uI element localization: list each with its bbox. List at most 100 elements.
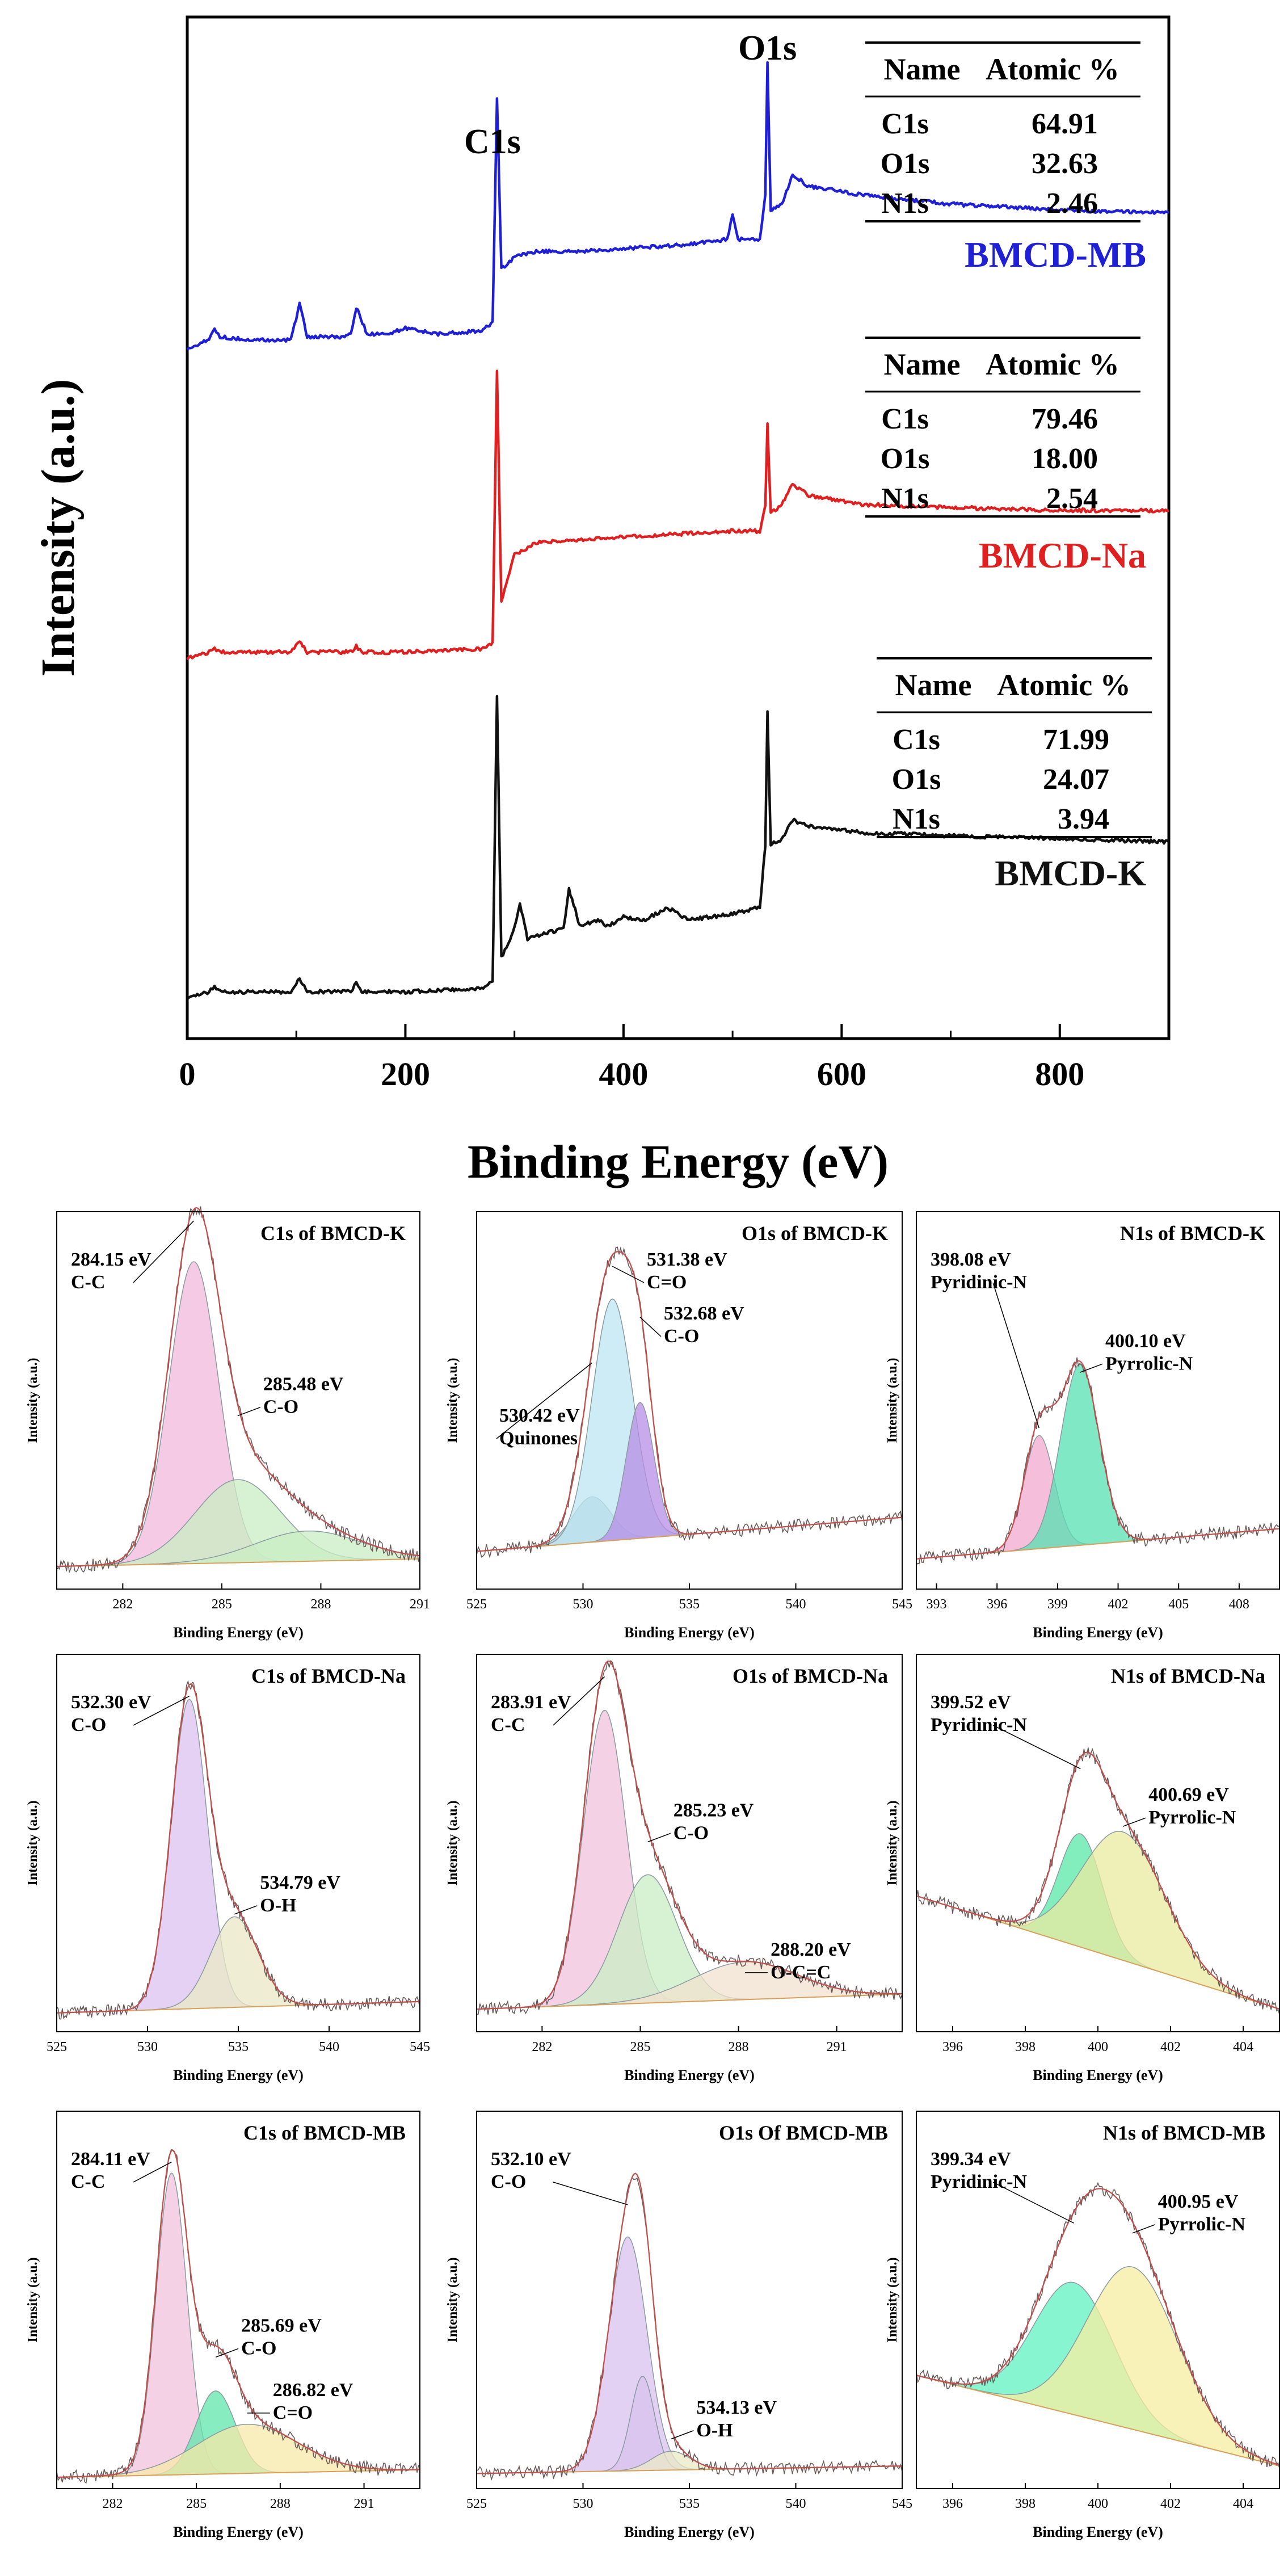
survey-line-bmcd-na — [186, 369, 1169, 661]
fit-envelope — [476, 2172, 903, 2474]
panel-n1s-k: 393 396 399 402 405 408 Binding Energy (eV) Int… — [885, 1211, 1280, 1641]
panel-title: C1s of BMCD-K — [260, 1222, 406, 1245]
peak-annotation-species: O-H — [696, 2420, 733, 2441]
peak-annotation-species: O-C=C — [771, 1962, 831, 1983]
survey-x-tick-label: 0 — [179, 1056, 196, 1092]
panel-x-tick-label: 525 — [466, 2497, 487, 2511]
table-cell: O1s — [881, 443, 930, 475]
fit-envelope — [476, 1251, 903, 1552]
table-cell: 32.63 — [1032, 148, 1098, 180]
panel-c1s-na: 525 530 535 540 545 Binding Energy (eV) Intens… — [26, 1654, 430, 2083]
table-cell: C1s — [893, 724, 940, 756]
annotation-pointer — [553, 2182, 628, 2205]
annotation-pointer — [234, 1905, 258, 1915]
fit-baseline — [916, 2375, 1280, 2467]
panel-title: O1s of BMCD-K — [742, 1222, 888, 1245]
peak-annotation-species: Pyridinic-N — [931, 2171, 1027, 2192]
fit-envelope — [916, 2188, 1280, 2466]
raw-spectrum — [916, 2182, 1280, 2469]
peak-annotation: 285.23 eV — [674, 1800, 754, 1821]
survey-y-axis-label: Intensity (a.u.) — [32, 379, 85, 676]
table-cell: 64.91 — [1032, 108, 1098, 140]
panel-x-tick-label: 291 — [354, 2497, 374, 2511]
panel-x-tick-label: 396 — [987, 1597, 1007, 1612]
annotation-pointer — [992, 2182, 1075, 2224]
annotation-pointer — [496, 1362, 592, 1439]
fit-component — [476, 2236, 903, 2474]
peak-annotation: 532.68 eV — [664, 1303, 744, 1324]
atomic-table: Name Atomic % C1s 79.46 O1s 18.00 N1s 2.54 — [865, 337, 1140, 518]
peak-annotation-species: C-O — [71, 1714, 106, 1735]
fit-envelope — [916, 1360, 1280, 1560]
fit-envelope — [56, 1207, 420, 1568]
panel-x-tick-label: 525 — [47, 2040, 67, 2054]
table-cell: N1s — [881, 482, 929, 515]
panel-x-tick-label: 291 — [827, 2040, 847, 2054]
panel-x-tick-label: 530 — [573, 1597, 594, 1612]
annotation-pointer — [639, 1317, 662, 1337]
peak-annotation-species: Pyridinic-N — [931, 1714, 1027, 1735]
peak-annotation-species: C-O — [664, 1326, 699, 1347]
panel-y-axis-label: Intensity (a.u.) — [885, 1800, 900, 1885]
annotation-pointer — [671, 2430, 694, 2440]
panel-x-tick-label: 282 — [532, 2040, 552, 2054]
peak-annotation: 286.82 eV — [273, 2380, 353, 2401]
panel-y-axis-label: Intensity (a.u.) — [445, 1358, 460, 1443]
panel-x-axis-label: Binding Energy (eV) — [624, 2524, 755, 2540]
panel-x-tick-label: 288 — [270, 2497, 291, 2511]
panel-x-tick-label: 545 — [410, 2040, 430, 2054]
annotation-pointer — [1132, 2224, 1156, 2234]
peak-annotation-species: Quinones — [499, 1428, 578, 1449]
peak-annotation: 283.91 eV — [491, 1692, 571, 1713]
fit-envelope — [57, 1683, 420, 2014]
panel-x-tick-label: 402 — [1108, 1597, 1129, 1612]
panel-title: C1s of BMCD-Na — [251, 1665, 406, 1687]
panel-x-tick-label: 540 — [786, 1597, 806, 1612]
fit-baseline — [56, 2469, 420, 2478]
panel-y-axis-label: Intensity (a.u.) — [885, 2257, 900, 2342]
peak-annotation-species: Pyrrolic-N — [1105, 1353, 1193, 1374]
panel-x-axis-label: Binding Energy (eV) — [1033, 2067, 1163, 2083]
peak-annotation: 532.10 eV — [491, 2149, 571, 2170]
survey-line-bmcd-k — [186, 695, 1170, 1000]
panel-x-tick-label: 399 — [1047, 1597, 1068, 1612]
panel-title: O1s of BMCD-Na — [733, 1665, 888, 1687]
survey-series-label: BMCD-Na — [979, 535, 1146, 575]
panel-x-tick-label: 525 — [466, 1597, 487, 1612]
panel-frame — [56, 2111, 420, 2489]
annotation-pointer — [992, 1725, 1081, 1770]
panel-x-tick-label: 400 — [1088, 2040, 1108, 2054]
table-cell: 71.99 — [1043, 724, 1109, 756]
panel-x-tick-label: 400 — [1088, 2497, 1108, 2511]
peak-annotation: 284.15 eV — [71, 1249, 151, 1270]
panel-x-tick-label: 288 — [310, 1597, 331, 1612]
panel-x-axis-label: Binding Energy (eV) — [624, 2067, 755, 2083]
raw-spectrum — [476, 2176, 903, 2481]
panel-x-tick-label: 404 — [1233, 2040, 1253, 2054]
peak-annotation-species: O-H — [260, 1895, 296, 1916]
panel-x-tick-label: 282 — [102, 2497, 123, 2511]
panel-x-axis-label: Binding Energy (eV) — [624, 1624, 755, 1641]
table-cell: O1s — [892, 763, 941, 796]
panel-title: O1s Of BMCD-MB — [719, 2121, 888, 2144]
panel-x-axis-label: Binding Energy (eV) — [173, 2067, 304, 2083]
peak-annotation: 399.34 eV — [931, 2149, 1011, 2170]
annotation-pointer — [612, 1266, 645, 1283]
panel-x-axis-label: Binding Energy (eV) — [1033, 1624, 1163, 1641]
peak-annotation-species: C-O — [263, 1397, 298, 1418]
peak-annotation-species: Pyrrolic-N — [1148, 1807, 1236, 1828]
table-header: Name — [895, 668, 972, 702]
fit-component — [476, 1496, 903, 1552]
raw-spectrum — [916, 1747, 1280, 2015]
panel-x-axis-label: Binding Energy (eV) — [1033, 2524, 1163, 2540]
atomic-table: Name Atomic % C1s 71.99 O1s 24.07 N1s 3.94 — [877, 657, 1152, 838]
peak-annotation-species: C-O — [491, 2171, 526, 2192]
panel-x-tick-label: 285 — [186, 2497, 207, 2511]
panel-x-tick-label: 291 — [410, 1597, 430, 1612]
table-header: Atomic % — [997, 668, 1130, 702]
survey-plot-frame — [186, 15, 1171, 1040]
peak-annotation: 534.13 eV — [696, 2397, 777, 2418]
panel-x-tick-label: 405 — [1168, 1597, 1189, 1612]
fit-component — [56, 1916, 420, 2014]
